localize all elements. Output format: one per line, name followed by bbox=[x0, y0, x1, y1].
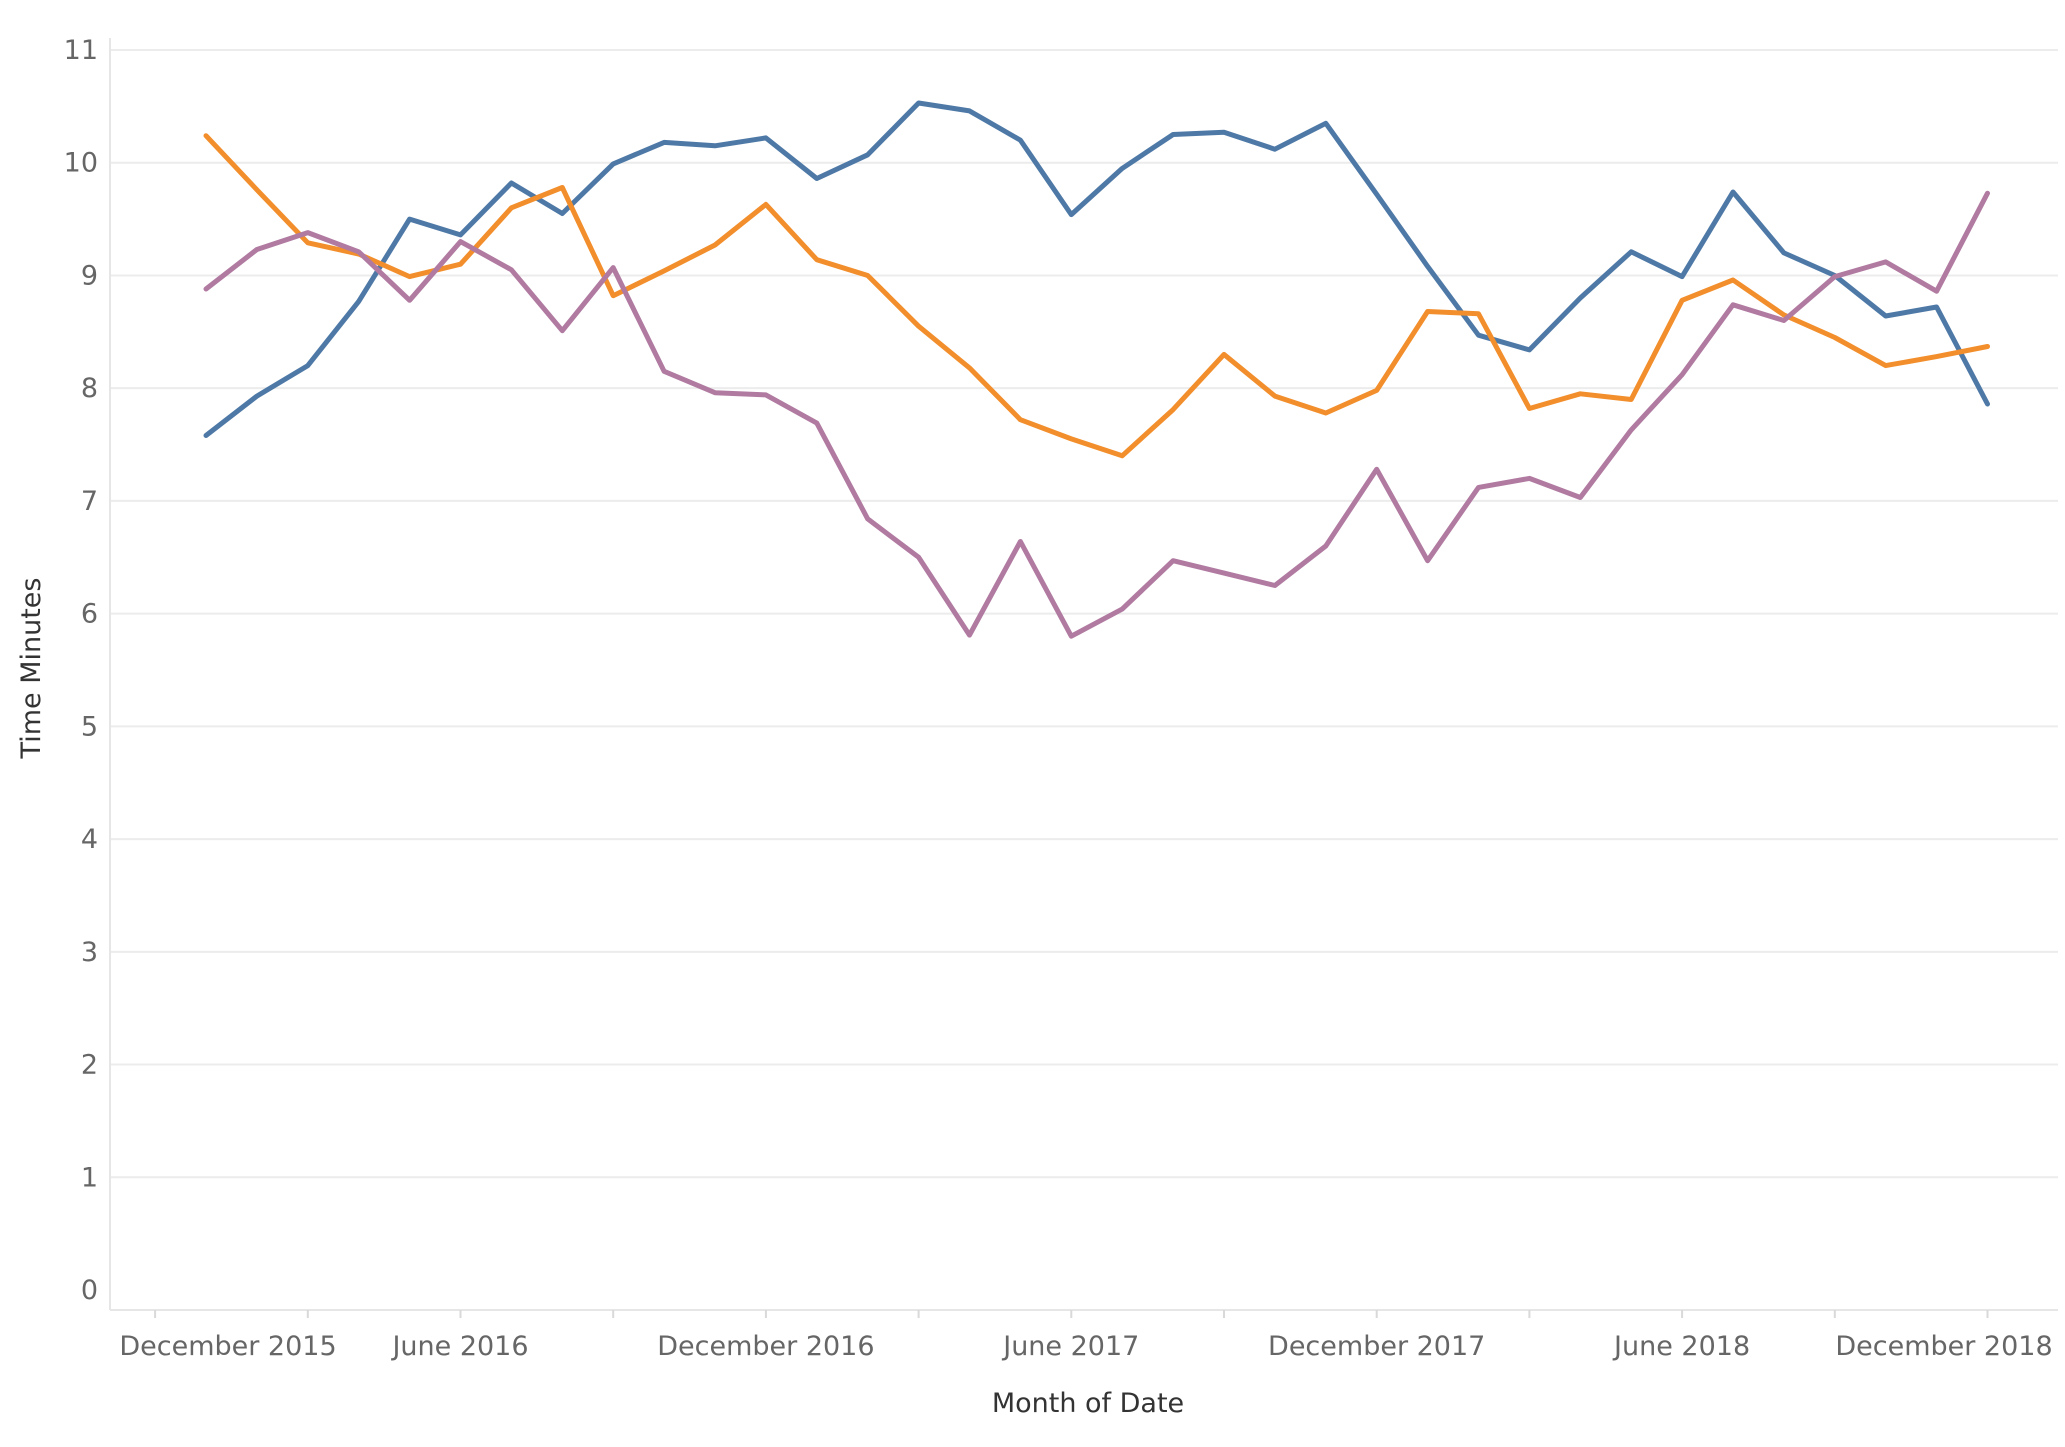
series-lines bbox=[203, 100, 1990, 639]
y-tick-label-1: 1 bbox=[81, 1162, 98, 1193]
x-tick-label-6: December 2018 bbox=[1835, 1331, 2052, 1362]
y-tick-label-10: 10 bbox=[64, 148, 98, 179]
axes bbox=[109, 38, 2058, 1318]
x-tick-label-2: December 2016 bbox=[657, 1331, 874, 1362]
y-tick-label-0: 0 bbox=[81, 1275, 98, 1306]
y-tick-label-4: 4 bbox=[81, 824, 98, 855]
series-line-3 bbox=[203, 190, 1990, 639]
y-tick-label-11: 11 bbox=[64, 35, 98, 66]
tick-labels: 0 1 2 3 4 5 6 7 8 9 10 11 December 2015 June 2016 Dece… bbox=[64, 35, 2053, 1362]
y-tick-label-5: 5 bbox=[81, 711, 98, 742]
series-line-2 bbox=[203, 133, 1990, 459]
x-tick-label-3: June 2017 bbox=[1001, 1331, 1139, 1362]
y-tick-label-7: 7 bbox=[81, 486, 98, 517]
y-tick-label-9: 9 bbox=[81, 260, 98, 291]
y-tick-label-8: 8 bbox=[81, 373, 98, 404]
x-tick-label-4: December 2017 bbox=[1268, 1331, 1485, 1362]
series-line-1 bbox=[203, 100, 1990, 438]
x-axis-title: Month of Date bbox=[992, 1388, 1184, 1419]
x-tick-label-5: June 2018 bbox=[1612, 1331, 1750, 1362]
gridlines bbox=[110, 49, 2058, 1179]
y-tick-label-3: 3 bbox=[81, 937, 98, 968]
y-tick-label-2: 2 bbox=[81, 1050, 98, 1081]
x-tick-label-1: June 2016 bbox=[390, 1331, 528, 1362]
x-tick-label-0: December 2015 bbox=[119, 1331, 336, 1362]
y-axis-title: Time Minutes bbox=[16, 578, 47, 760]
y-tick-label-6: 6 bbox=[81, 599, 98, 630]
